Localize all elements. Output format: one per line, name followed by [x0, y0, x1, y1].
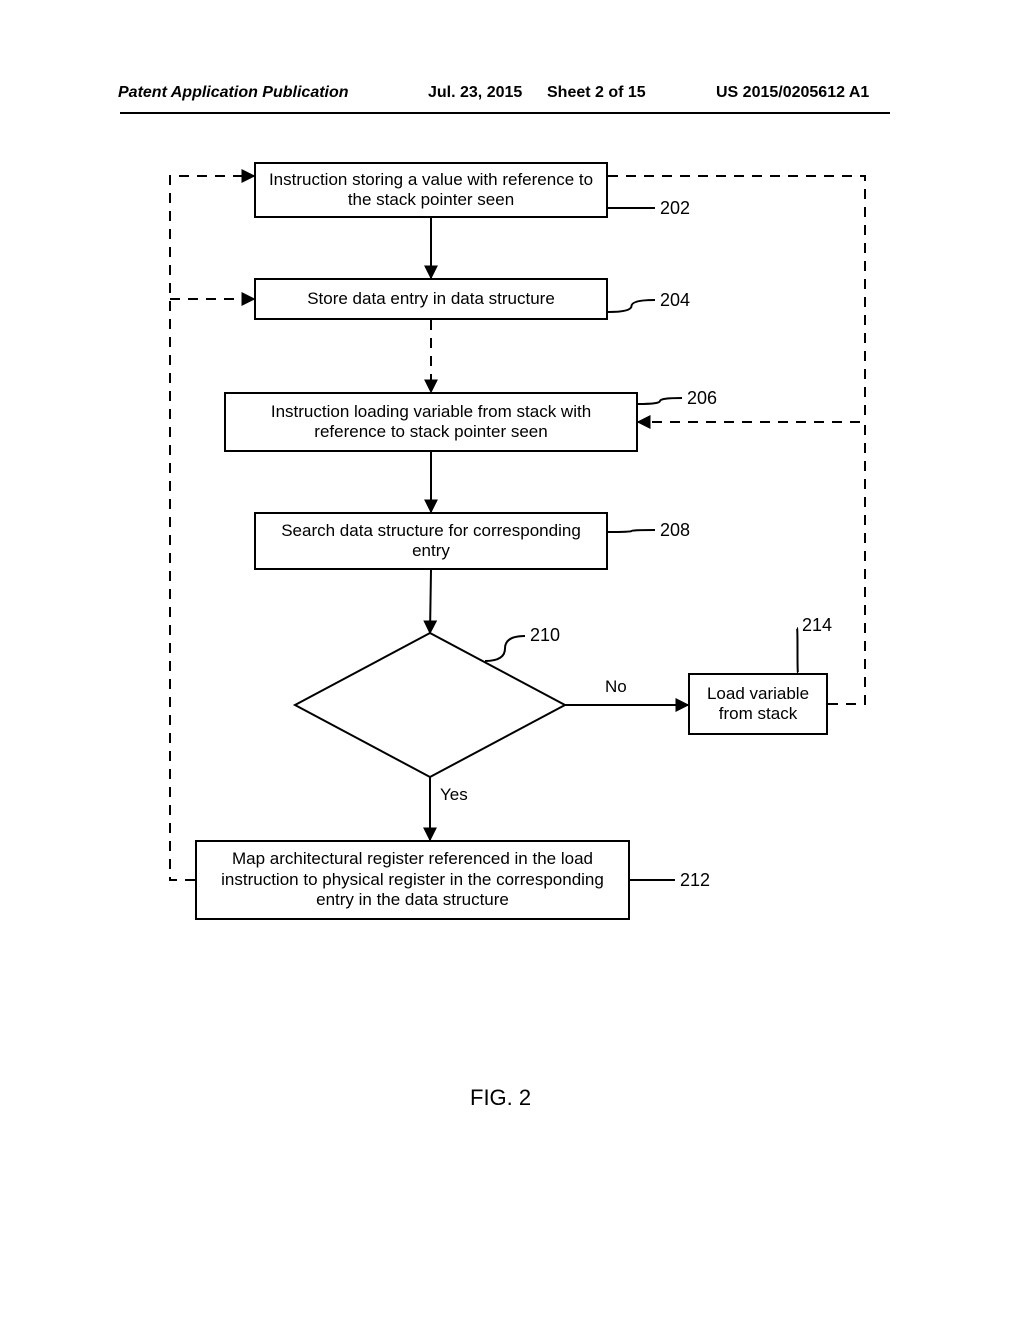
figure-label: FIG. 2	[470, 1085, 531, 1111]
process-box-206: Instruction loading variable from stack …	[224, 392, 638, 452]
ref-label-206: 206	[687, 388, 717, 409]
box-text: Store data entry in data structure	[307, 289, 555, 309]
ref-label-212: 212	[680, 870, 710, 891]
box-text: Search data structure for corresponding …	[264, 521, 598, 562]
page: Patent Application Publication Jul. 23, …	[0, 0, 1024, 1320]
process-box-214: Load variable from stack	[688, 673, 828, 735]
ref-label-208: 208	[660, 520, 690, 541]
header-rule	[120, 112, 890, 114]
publication-date: Jul. 23, 2015	[428, 84, 522, 102]
edge-label-yes: Yes	[440, 785, 468, 805]
ref-label-214: 214	[802, 615, 832, 636]
decision-text: Corresponding entry found?	[335, 685, 525, 726]
process-box-212: Map architectural register referenced in…	[195, 840, 630, 920]
box-text: Map architectural register referenced in…	[205, 849, 620, 910]
box-text: Load variable from stack	[698, 684, 818, 725]
edge-label-no: No	[605, 677, 627, 697]
ref-label-202: 202	[660, 198, 690, 219]
ref-label-210: 210	[530, 625, 560, 646]
sheet-info: Sheet 2 of 15	[547, 84, 646, 102]
ref-label-204: 204	[660, 290, 690, 311]
publication-type: Patent Application Publication	[118, 84, 349, 102]
process-box-204: Store data entry in data structure	[254, 278, 608, 320]
publication-number: US 2015/0205612 A1	[716, 84, 869, 102]
box-text: Instruction storing a value with referen…	[264, 170, 598, 211]
decision-label: Corresponding entry found?	[353, 685, 507, 724]
box-text: Instruction loading variable from stack …	[234, 402, 628, 443]
process-box-202: Instruction storing a value with referen…	[254, 162, 608, 218]
process-box-208: Search data structure for corresponding …	[254, 512, 608, 570]
